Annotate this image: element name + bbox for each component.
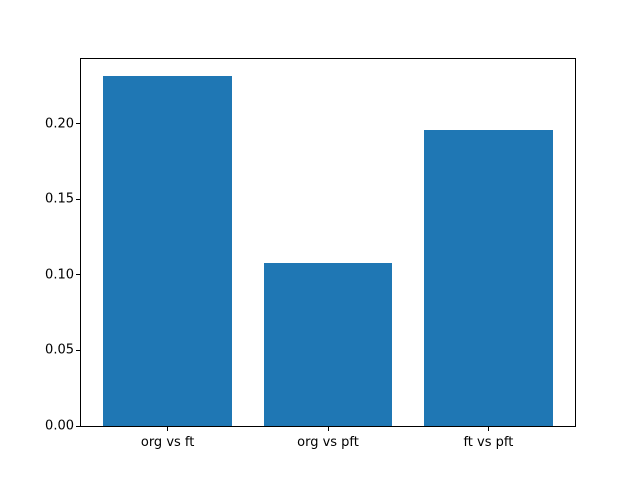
plot-area: 0.00 0.05 0.10 0.15 0.20 org vs ft org vs pft f… bbox=[45, 59, 575, 450]
x-tick-label: ft vs pft bbox=[463, 435, 514, 450]
y-tick-mark bbox=[76, 198, 80, 200]
x-tick-mark bbox=[167, 427, 169, 431]
y-tick-label: 0.05 bbox=[45, 342, 74, 358]
y-tick-mark bbox=[76, 349, 80, 351]
y-tick-mark bbox=[76, 274, 80, 276]
y-tick-label: 0.00 bbox=[45, 418, 74, 434]
x-tick-label: org vs pft bbox=[297, 435, 359, 450]
x-tick-mark bbox=[487, 427, 489, 431]
y-tick-label: 0.15 bbox=[45, 191, 74, 207]
bar-ft-vs-pft bbox=[424, 129, 553, 426]
x-tick-label: org vs ft bbox=[140, 435, 195, 450]
bar-org-vs-ft bbox=[103, 75, 232, 426]
y-tick-mark bbox=[76, 425, 80, 427]
y-tick-label: 0.10 bbox=[45, 267, 74, 283]
x-tick-mark bbox=[327, 427, 329, 431]
y-tick-mark bbox=[76, 123, 80, 125]
axes: 0.00 0.05 0.10 0.15 0.20 org vs ft org vs pft f… bbox=[45, 58, 576, 450]
bar-org-vs-pft bbox=[263, 262, 393, 426]
y-tick-label: 0.20 bbox=[45, 116, 74, 132]
